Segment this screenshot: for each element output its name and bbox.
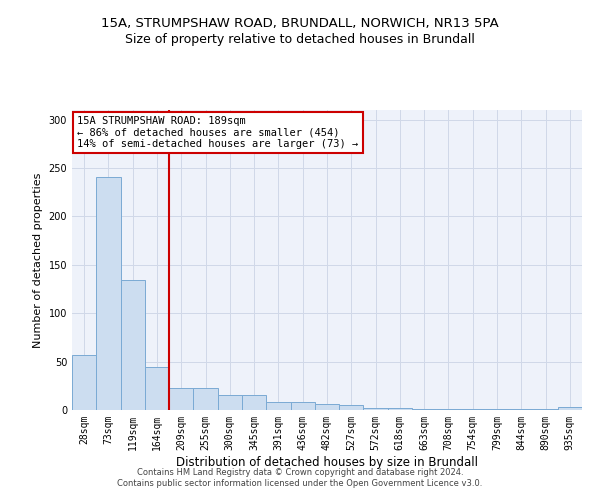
Text: 15A STRUMPSHAW ROAD: 189sqm
← 86% of detached houses are smaller (454)
14% of se: 15A STRUMPSHAW ROAD: 189sqm ← 86% of det…	[77, 116, 358, 149]
Bar	[193, 388, 218, 410]
Bar	[485, 409, 509, 410]
Bar	[533, 409, 558, 410]
Bar	[412, 409, 436, 410]
Bar	[364, 408, 388, 410]
Bar	[121, 280, 145, 410]
Bar	[388, 408, 412, 410]
Bar	[96, 177, 121, 410]
Text: 15A, STRUMPSHAW ROAD, BRUNDALL, NORWICH, NR13 5PA: 15A, STRUMPSHAW ROAD, BRUNDALL, NORWICH,…	[101, 18, 499, 30]
Text: Contains HM Land Registry data © Crown copyright and database right 2024.
Contai: Contains HM Land Registry data © Crown c…	[118, 468, 482, 487]
Bar	[218, 394, 242, 410]
Bar	[436, 409, 461, 410]
Bar	[290, 402, 315, 410]
Bar	[339, 405, 364, 410]
Bar	[509, 409, 533, 410]
Bar	[315, 404, 339, 410]
Bar	[461, 409, 485, 410]
Bar	[242, 394, 266, 410]
Bar	[558, 407, 582, 410]
Bar	[72, 355, 96, 410]
Bar	[169, 388, 193, 410]
Y-axis label: Number of detached properties: Number of detached properties	[33, 172, 43, 348]
Bar	[266, 402, 290, 410]
X-axis label: Distribution of detached houses by size in Brundall: Distribution of detached houses by size …	[176, 456, 478, 468]
Bar	[145, 368, 169, 410]
Text: Size of property relative to detached houses in Brundall: Size of property relative to detached ho…	[125, 32, 475, 46]
